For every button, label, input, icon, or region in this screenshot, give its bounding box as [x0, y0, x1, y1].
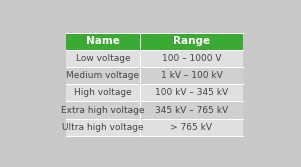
Text: Name: Name — [86, 36, 120, 46]
Text: Extra high voltage: Extra high voltage — [61, 106, 144, 115]
Text: Low voltage: Low voltage — [76, 54, 130, 63]
Bar — [140, 67, 243, 84]
Text: High voltage: High voltage — [74, 88, 132, 97]
Bar — [66, 84, 140, 102]
Bar — [66, 119, 140, 136]
Text: 100 kV – 345 kV: 100 kV – 345 kV — [155, 88, 228, 97]
Bar — [66, 67, 140, 84]
Bar — [140, 50, 243, 67]
Text: Medium voltage: Medium voltage — [66, 71, 139, 80]
Text: Ultra high voltage: Ultra high voltage — [62, 123, 144, 132]
Bar — [66, 33, 140, 50]
Bar — [140, 33, 243, 50]
Bar — [140, 102, 243, 119]
Bar — [66, 102, 140, 119]
Text: > 765 kV: > 765 kV — [170, 123, 213, 132]
Text: 1 kV – 100 kV: 1 kV – 100 kV — [161, 71, 222, 80]
Text: 345 kV – 765 kV: 345 kV – 765 kV — [155, 106, 228, 115]
Text: 100 – 1000 V: 100 – 1000 V — [162, 54, 221, 63]
Text: Range: Range — [173, 36, 210, 46]
Bar — [66, 50, 140, 67]
Bar — [140, 84, 243, 102]
Bar — [140, 119, 243, 136]
